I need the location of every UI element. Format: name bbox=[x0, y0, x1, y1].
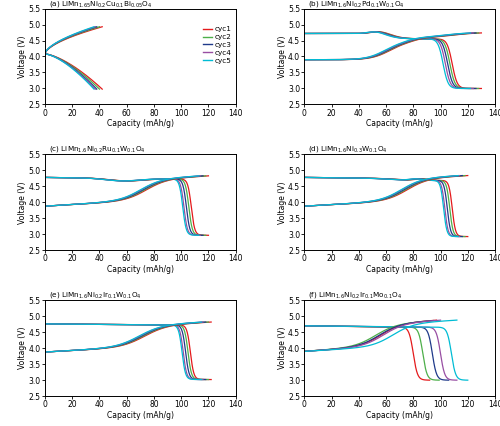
Y-axis label: Voltage (V): Voltage (V) bbox=[18, 181, 28, 224]
Y-axis label: Voltage (V): Voltage (V) bbox=[278, 35, 286, 78]
X-axis label: Capacity (mAh/g): Capacity (mAh/g) bbox=[366, 119, 433, 128]
Text: (a) LiMn$_{1.65}$Ni$_{0.2}$Cu$_{0.1}$Bi$_{0.05}$O$_4$: (a) LiMn$_{1.65}$Ni$_{0.2}$Cu$_{0.1}$Bi$… bbox=[49, 0, 152, 9]
X-axis label: Capacity (mAh/g): Capacity (mAh/g) bbox=[107, 119, 174, 128]
Y-axis label: Voltage (V): Voltage (V) bbox=[18, 35, 28, 78]
Y-axis label: Voltage (V): Voltage (V) bbox=[18, 327, 28, 369]
Text: (e) LiMn$_{1.6}$Ni$_{0.2}$Ir$_{0.1}$W$_{0.1}$O$_4$: (e) LiMn$_{1.6}$Ni$_{0.2}$Ir$_{0.1}$W$_{… bbox=[49, 290, 142, 300]
Y-axis label: Voltage (V): Voltage (V) bbox=[278, 181, 286, 224]
X-axis label: Capacity (mAh/g): Capacity (mAh/g) bbox=[107, 265, 174, 274]
X-axis label: Capacity (mAh/g): Capacity (mAh/g) bbox=[107, 411, 174, 420]
Text: (f) LiMn$_{1.6}$Ni$_{0.2}$Ir$_{0.1}$Mo$_{0.1}$O$_4$: (f) LiMn$_{1.6}$Ni$_{0.2}$Ir$_{0.1}$Mo$_… bbox=[308, 290, 402, 300]
Text: (c) LiMn$_{1.6}$Ni$_{0.2}$Ru$_{0.1}$W$_{0.1}$O$_4$: (c) LiMn$_{1.6}$Ni$_{0.2}$Ru$_{0.1}$W$_{… bbox=[49, 144, 146, 154]
Legend: cyc1, cyc2, cyc3, cyc4, cyc5: cyc1, cyc2, cyc3, cyc4, cyc5 bbox=[202, 26, 232, 64]
Text: (d) LiMn$_{1.6}$Ni$_{0.3}$W$_{0.1}$O$_4$: (d) LiMn$_{1.6}$Ni$_{0.3}$W$_{0.1}$O$_4$ bbox=[308, 144, 388, 154]
X-axis label: Capacity (mAh/g): Capacity (mAh/g) bbox=[366, 411, 433, 420]
X-axis label: Capacity (mAh/g): Capacity (mAh/g) bbox=[366, 265, 433, 274]
Y-axis label: Voltage (V): Voltage (V) bbox=[278, 327, 286, 369]
Text: (b) LiMn$_{1.6}$Ni$_{0.2}$Pd$_{0.1}$W$_{0.1}$O$_4$: (b) LiMn$_{1.6}$Ni$_{0.2}$Pd$_{0.1}$W$_{… bbox=[308, 0, 405, 9]
